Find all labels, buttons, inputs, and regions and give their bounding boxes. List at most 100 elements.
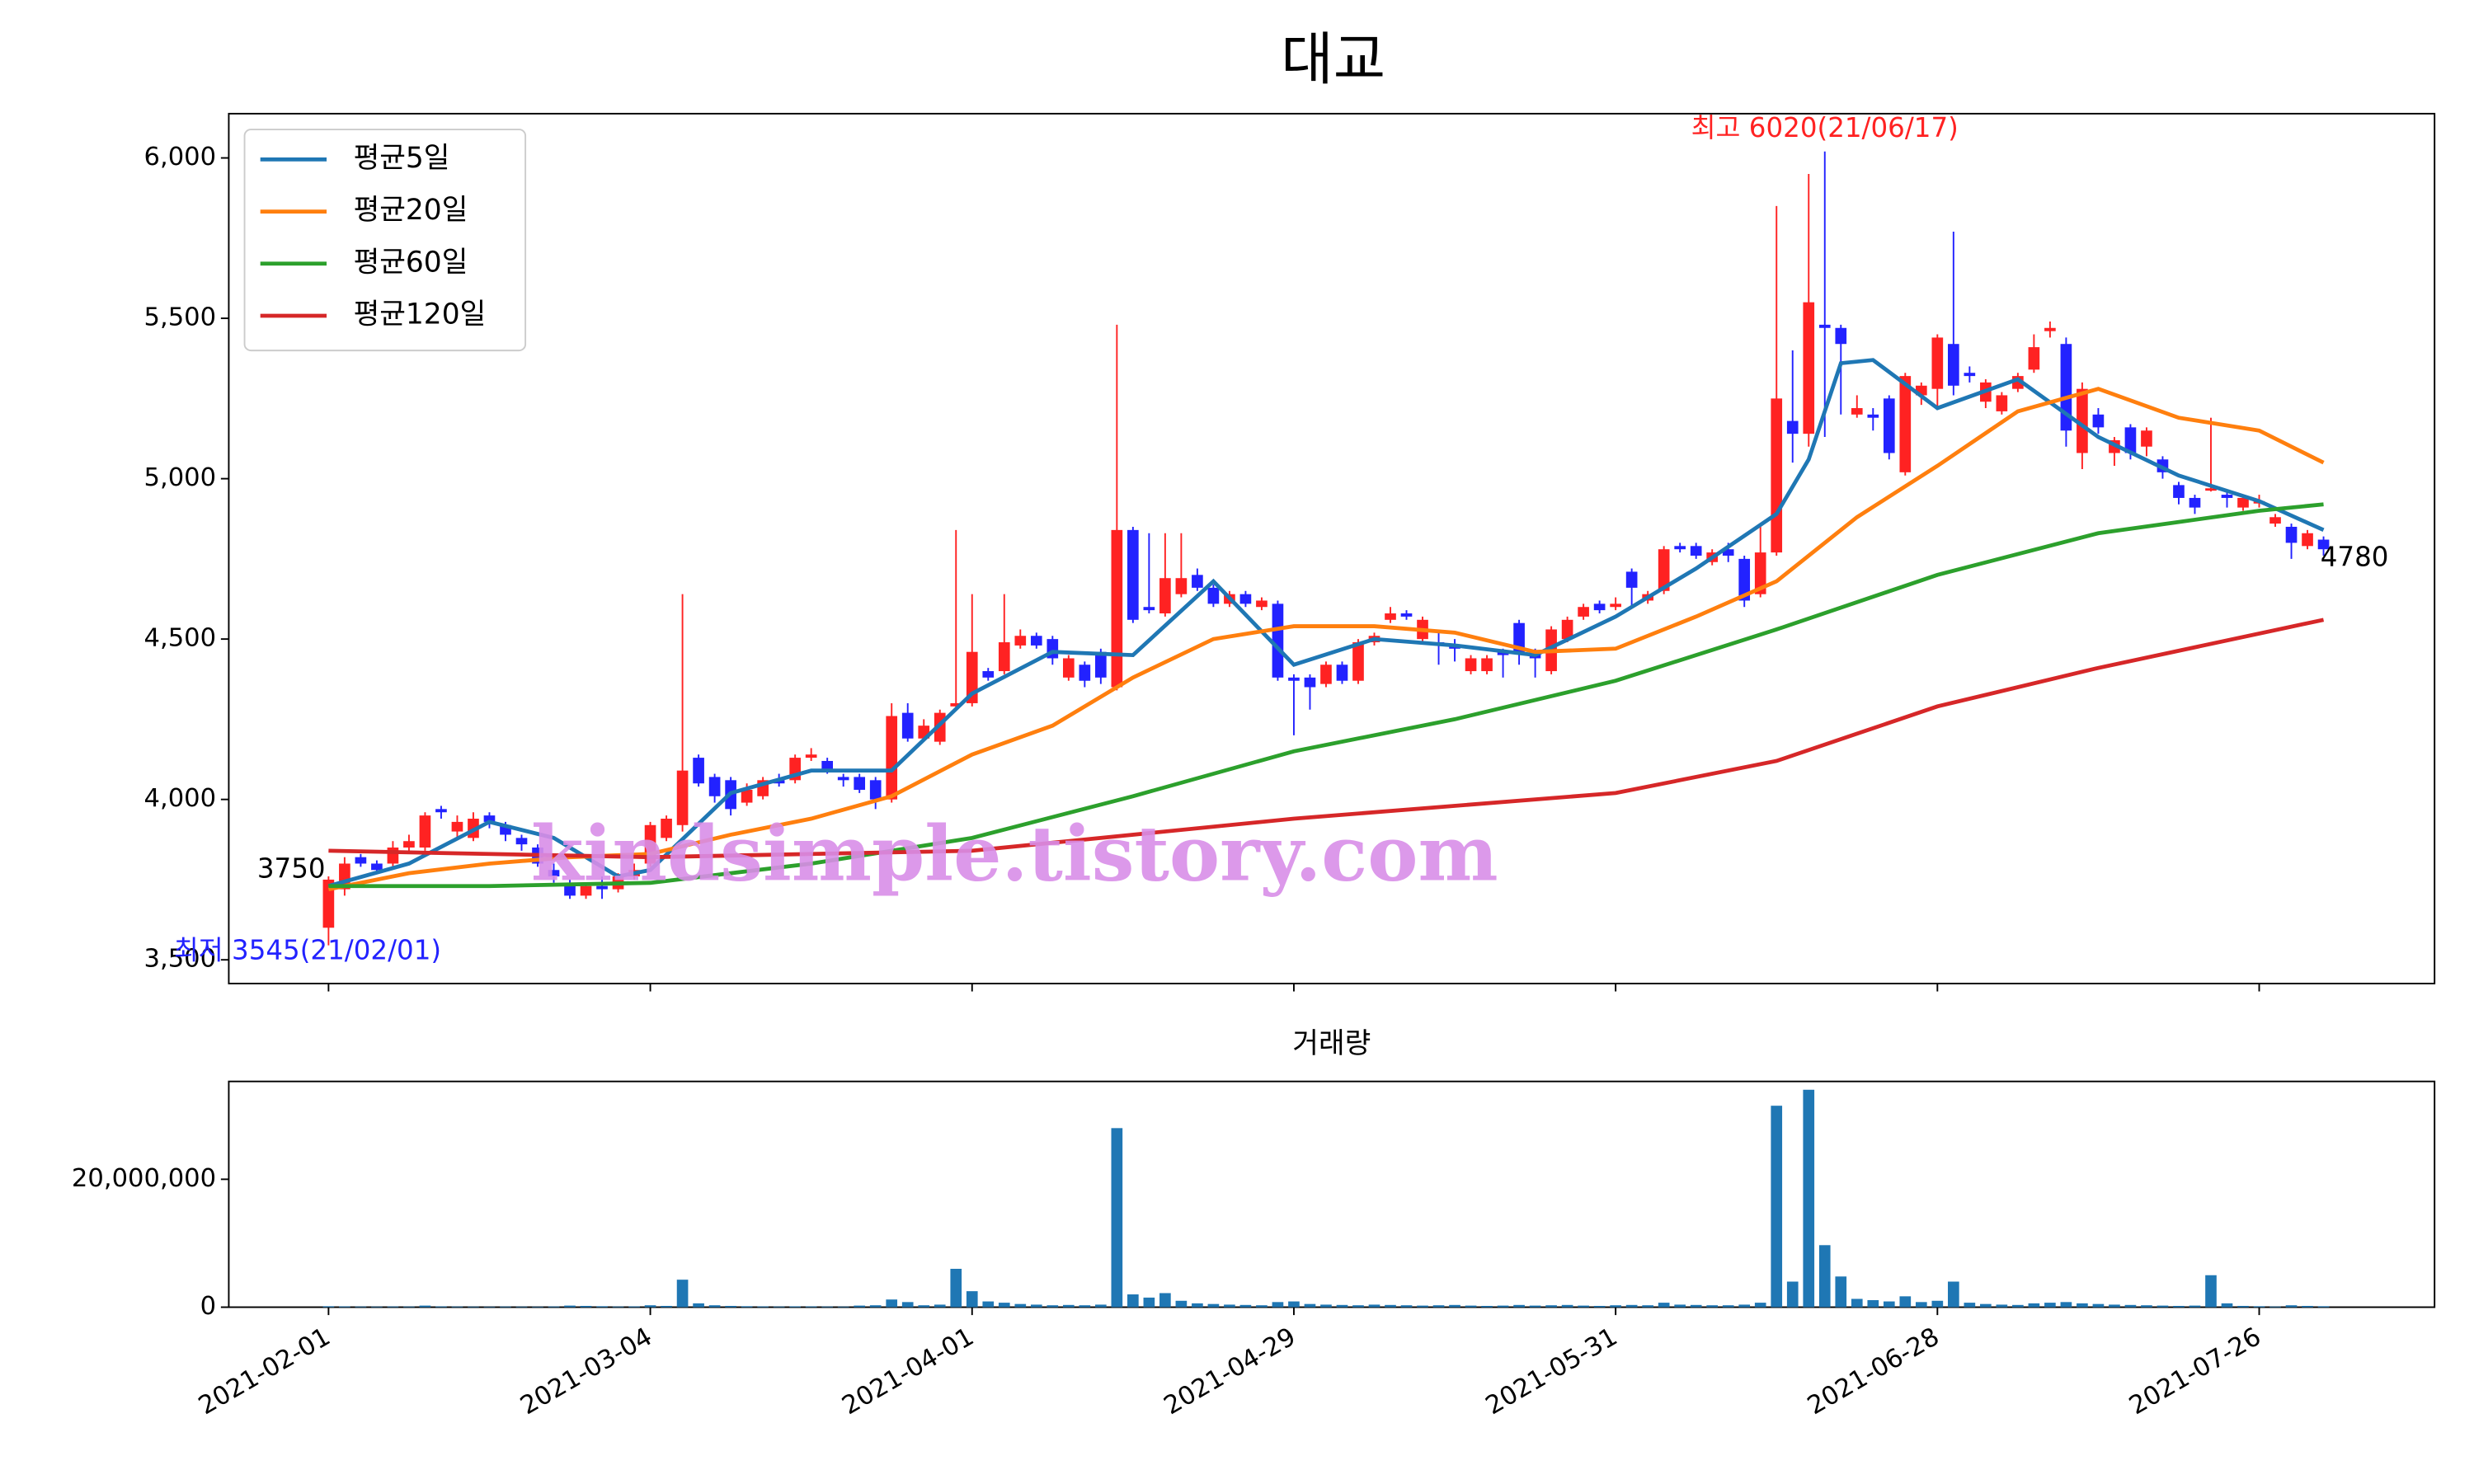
- volume-bar: [1239, 1304, 1252, 1308]
- candle-body: [1465, 658, 1477, 672]
- volume-bar: [322, 1306, 335, 1308]
- volume-bar: [1095, 1304, 1107, 1308]
- candle-body: [773, 780, 785, 784]
- volume-title: 거래량: [1292, 1027, 1371, 1060]
- candle-body: [371, 863, 383, 871]
- volume-bar: [1529, 1305, 1541, 1308]
- volume-bar: [628, 1306, 640, 1308]
- watermark: kindsimple.tistory.com: [531, 809, 1498, 898]
- volume-bar: [2141, 1305, 2152, 1308]
- volume-bar: [1835, 1276, 1847, 1308]
- volume-bar: [644, 1305, 656, 1308]
- candle-body: [1079, 665, 1091, 681]
- volume-bar: [419, 1305, 431, 1308]
- candle-body: [515, 838, 528, 845]
- candle-body: [1481, 658, 1493, 672]
- candle-body: [355, 857, 367, 864]
- candle-body: [1239, 594, 1252, 604]
- candle-body: [2269, 517, 2281, 524]
- candle-body: [2285, 526, 2298, 543]
- candle-body: [500, 824, 511, 835]
- volume-bar: [1578, 1305, 1589, 1308]
- volume-bar: [998, 1303, 1010, 1308]
- volume-bar: [2285, 1305, 2298, 1308]
- plot-frame: [228, 112, 2436, 984]
- volume-bar: [1417, 1305, 1428, 1308]
- candle-body: [1143, 607, 1155, 611]
- candle-body: [548, 870, 560, 877]
- volume-bar: [1964, 1303, 1976, 1308]
- volume-bar: [596, 1306, 608, 1308]
- volume-bar: [2173, 1305, 2185, 1308]
- volume-bar: [2124, 1304, 2137, 1308]
- candle-body: [419, 815, 431, 848]
- volume-bar: [966, 1291, 978, 1308]
- candle-body: [2173, 485, 2185, 498]
- volume-bar: [1593, 1305, 1606, 1308]
- candle-body: [1497, 651, 1509, 655]
- candle-body: [1883, 398, 1895, 453]
- volume-bar: [2317, 1306, 2330, 1308]
- candle-body: [1593, 603, 1606, 611]
- candle-body: [1915, 385, 1927, 396]
- candle-body: [1513, 622, 1525, 652]
- candle-body: [1400, 613, 1413, 617]
- volume-bar: [2237, 1305, 2249, 1308]
- volume-bar: [676, 1280, 689, 1308]
- volume-bar: [1030, 1304, 1042, 1308]
- y-tick-label: 3,500: [144, 945, 217, 974]
- candle-body: [2189, 497, 2201, 508]
- ma-line: [327, 358, 2325, 889]
- candle-body: [1127, 529, 1139, 620]
- candle-body: [1851, 408, 1863, 415]
- volume-bar: [1513, 1304, 1525, 1308]
- volume-bar: [1320, 1304, 1332, 1308]
- candle-body: [322, 879, 335, 928]
- candle-body: [1835, 327, 1847, 345]
- volume-bar: [1079, 1305, 1091, 1308]
- candle-body: [1786, 420, 1799, 434]
- volume-bar: [1899, 1296, 1912, 1308]
- volume-bar: [1385, 1304, 1396, 1308]
- candle-body: [435, 809, 447, 813]
- volume-bar: [1175, 1300, 1188, 1308]
- candle-body: [451, 821, 463, 832]
- y-tick-label: 4,000: [144, 784, 217, 813]
- ma-line: [327, 387, 2325, 891]
- candle-body: [1030, 636, 1042, 646]
- volume-bar: [725, 1305, 736, 1308]
- annotation: 최고 6020(21/06/17): [1691, 112, 1959, 143]
- candle-body: [403, 841, 415, 848]
- volume-bar: [435, 1306, 447, 1308]
- volume-bar: [1545, 1305, 1557, 1308]
- volume-bar: [1224, 1304, 1235, 1308]
- volume-bar: [371, 1306, 383, 1308]
- volume-bar: [564, 1305, 576, 1308]
- candle-body: [1948, 344, 1959, 386]
- volume-bar: [1771, 1106, 1783, 1308]
- volume-bar: [403, 1306, 415, 1308]
- volume-bar: [2092, 1303, 2105, 1308]
- candle-body: [2302, 533, 2313, 547]
- volume-bar: [1288, 1301, 1300, 1308]
- volume-bar: [451, 1306, 463, 1308]
- volume-bar: [1368, 1304, 1380, 1308]
- volume-bar: [2157, 1305, 2169, 1308]
- volume-bar: [483, 1306, 496, 1308]
- volume-bar: [1803, 1089, 1815, 1308]
- volume-bar: [2189, 1305, 2201, 1308]
- volume-bar: [2077, 1303, 2088, 1308]
- candle-body: [2237, 497, 2249, 508]
- candle-body: [1192, 575, 1203, 588]
- volume-bar: [1062, 1304, 1075, 1308]
- volume-bar: [1143, 1297, 1155, 1308]
- candle-body: [676, 770, 689, 825]
- volume-bar: [869, 1305, 882, 1308]
- volume-bar: [1352, 1305, 1364, 1308]
- candle-body: [1256, 600, 1268, 608]
- legend-label: 평균60일: [354, 246, 468, 279]
- volume-bar: [837, 1306, 849, 1308]
- volume-bar: [1561, 1304, 1573, 1308]
- volume-bar: [1207, 1303, 1220, 1308]
